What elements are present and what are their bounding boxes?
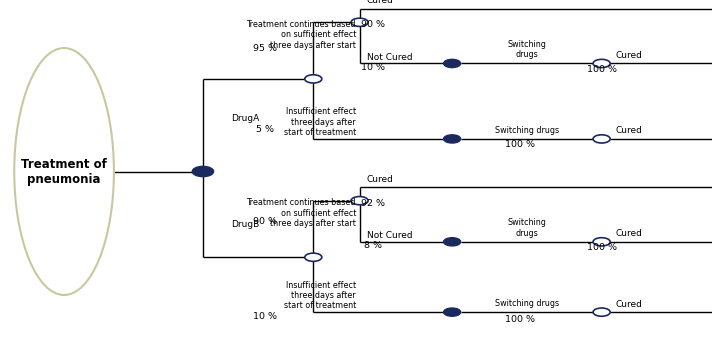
Text: 100 %: 100 % bbox=[587, 65, 617, 74]
Text: 95 %: 95 % bbox=[253, 44, 277, 53]
Text: 10 %: 10 % bbox=[253, 312, 277, 321]
Text: Cured: Cured bbox=[616, 300, 643, 309]
Text: Cured: Cured bbox=[367, 175, 394, 184]
Text: Not Cured: Not Cured bbox=[367, 231, 412, 240]
Text: Insufficient effect
three days after
start of treatment: Insufficient effect three days after sta… bbox=[284, 107, 356, 137]
Text: 100 %: 100 % bbox=[587, 243, 617, 252]
Circle shape bbox=[305, 253, 322, 261]
Circle shape bbox=[444, 308, 461, 316]
Circle shape bbox=[351, 197, 368, 205]
Text: Cured: Cured bbox=[367, 0, 394, 5]
Text: Not Cured: Not Cured bbox=[367, 53, 412, 62]
Text: Cured: Cured bbox=[616, 127, 643, 135]
Circle shape bbox=[444, 135, 461, 143]
Text: Switching
drugs: Switching drugs bbox=[508, 40, 546, 59]
Circle shape bbox=[305, 75, 322, 83]
Text: Switching drugs: Switching drugs bbox=[495, 126, 559, 135]
Text: DrugB: DrugB bbox=[231, 220, 260, 229]
Text: Treatment of
pneumonia: Treatment of pneumonia bbox=[21, 157, 107, 186]
Circle shape bbox=[444, 238, 461, 246]
Text: 92 %: 92 % bbox=[361, 199, 385, 208]
Circle shape bbox=[593, 59, 610, 68]
Text: Treatment continues based
on sufficient effect
three days after start: Treatment continues based on sufficient … bbox=[246, 20, 356, 50]
Circle shape bbox=[593, 238, 610, 246]
Text: Switching
drugs: Switching drugs bbox=[508, 218, 546, 238]
Text: 90 %: 90 % bbox=[361, 20, 385, 29]
Text: 8 %: 8 % bbox=[364, 241, 382, 250]
Text: 100 %: 100 % bbox=[505, 140, 535, 149]
Circle shape bbox=[192, 166, 214, 177]
Text: 100 %: 100 % bbox=[505, 315, 535, 324]
Text: Cured: Cured bbox=[616, 229, 643, 238]
Ellipse shape bbox=[14, 48, 114, 295]
Text: 5 %: 5 % bbox=[256, 125, 274, 134]
Text: Switching drugs: Switching drugs bbox=[495, 299, 559, 308]
Text: DrugA: DrugA bbox=[231, 114, 260, 123]
Circle shape bbox=[593, 135, 610, 143]
Text: 10 %: 10 % bbox=[361, 63, 385, 72]
Circle shape bbox=[593, 308, 610, 316]
Text: 90 %: 90 % bbox=[253, 217, 277, 226]
Text: Insufficient effect
three days after
start of treatment: Insufficient effect three days after sta… bbox=[284, 281, 356, 310]
Text: Cured: Cured bbox=[616, 51, 643, 60]
Circle shape bbox=[351, 18, 368, 26]
Text: Treatment continues based
on sufficient effect
three days after start: Treatment continues based on sufficient … bbox=[246, 198, 356, 228]
Circle shape bbox=[444, 59, 461, 68]
